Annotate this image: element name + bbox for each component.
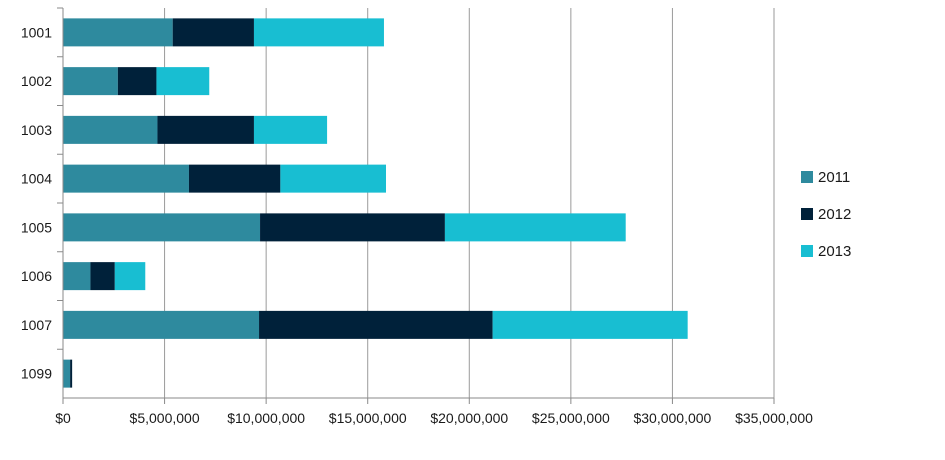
x-tick-label: $15,000,000	[329, 410, 407, 426]
bar-segment-2013-1007	[492, 310, 688, 339]
bar-segment-2011-1004	[63, 164, 189, 193]
y-category-label: 1099	[21, 366, 52, 382]
bar-segment-2011-1001	[63, 18, 173, 47]
bar-segment-2011-1099	[63, 359, 71, 388]
x-tick-label: $10,000,000	[227, 410, 305, 426]
y-category-label: 1002	[21, 73, 52, 89]
bar-segment-2012-1002	[117, 67, 157, 96]
y-category-label: 1005	[21, 219, 52, 235]
y-category-label: 1006	[21, 268, 52, 284]
legend: 2011 2012 2013	[801, 169, 851, 260]
bar-segment-2011-1006	[63, 262, 91, 291]
x-tick-label: $0	[55, 410, 71, 426]
bar-segment-2011-1003	[63, 115, 158, 144]
legend-label: 2011	[818, 169, 850, 186]
bar-segment-2012-1007	[259, 310, 493, 339]
bar-segment-2013-1002	[156, 67, 210, 96]
bar-segment-2013-1001	[253, 18, 384, 47]
x-axis-ticks: $0 $5,000,000 $10,000,000 $15,000,000 $20,00…	[55, 398, 813, 426]
bar-segment-2012-1099	[70, 359, 73, 388]
bar-segment-2013-1005	[444, 213, 626, 242]
x-tick-label: $20,000,000	[430, 410, 508, 426]
axes	[62, 8, 774, 399]
bars	[63, 18, 688, 388]
x-tick-label: $25,000,000	[532, 410, 610, 426]
legend-swatch-2013	[801, 245, 813, 257]
gridlines	[164, 8, 775, 398]
legend-swatch-2011	[801, 171, 813, 183]
x-tick-label: $35,000,000	[735, 410, 813, 426]
y-category-label: 1007	[21, 317, 52, 333]
bar-segment-2013-1004	[280, 164, 386, 193]
legend-label: 2013	[818, 243, 851, 260]
bar-segment-2011-1005	[63, 213, 261, 242]
bar-segment-2012-1006	[90, 262, 115, 291]
bar-segment-2011-1002	[63, 67, 118, 96]
bar-segment-2012-1005	[260, 213, 445, 242]
y-category-label: 1004	[21, 171, 52, 187]
bar-segment-2012-1001	[172, 18, 254, 47]
bar-segment-2012-1003	[157, 115, 254, 144]
bar-segment-2012-1004	[188, 164, 281, 193]
bar-segment-2013-1006	[114, 262, 146, 291]
y-axis-categories: 1001 1002 1003 1004 1005 1006 1007 1099	[21, 7, 63, 382]
legend-label: 2012	[818, 206, 851, 223]
y-category-label: 1001	[21, 24, 52, 40]
bar-segment-2011-1007	[63, 310, 260, 339]
x-tick-label: $30,000,000	[633, 410, 711, 426]
y-category-label: 1003	[21, 122, 52, 138]
legend-swatch-2012	[801, 208, 813, 220]
bar-segment-2013-1003	[253, 115, 328, 144]
x-tick-label: $5,000,000	[130, 410, 200, 426]
